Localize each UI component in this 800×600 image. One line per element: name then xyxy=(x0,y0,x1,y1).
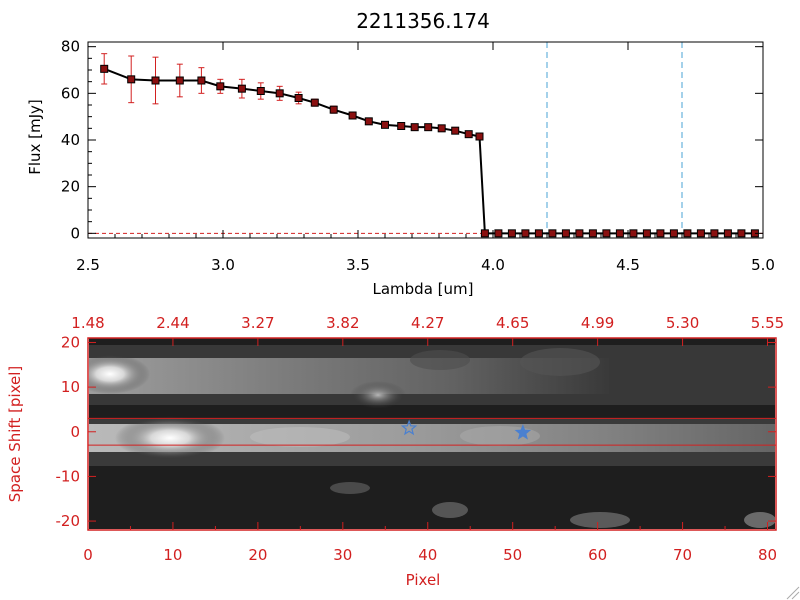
aperture-lines xyxy=(88,417,776,446)
top-tick-label: 4.99 xyxy=(581,314,614,332)
data-point xyxy=(561,229,570,238)
data-point xyxy=(197,76,206,85)
data-point xyxy=(451,126,460,135)
tick-group: 2.5 3.0 3.5 4.0 4.5 5.0 0 20 40 60 80 xyxy=(61,38,775,274)
data-point xyxy=(710,229,719,238)
star-marker xyxy=(514,424,532,440)
x-tick-label: 4.0 xyxy=(481,256,505,274)
data-point xyxy=(127,75,136,84)
spectrum-image-plot: 0 10 20 30 40 50 60 70 80 1.48 2.44 3.27 3.82 4.27 4.6… xyxy=(6,314,784,589)
top-tick-label: 5.30 xyxy=(666,314,699,332)
y-tick-label: 20 xyxy=(61,178,80,196)
data-point xyxy=(588,229,597,238)
data-point xyxy=(424,123,433,132)
marker-group xyxy=(100,64,759,238)
tick-group: 0 10 20 30 40 50 60 70 80 1.48 2.44 3.27 3.82 4.27 4.6… xyxy=(56,314,785,564)
y-tick-label: -20 xyxy=(56,512,81,530)
data-point xyxy=(521,229,530,238)
data-point xyxy=(656,229,665,238)
data-point xyxy=(216,82,225,91)
data-point xyxy=(575,229,584,238)
data-point xyxy=(329,105,338,114)
data-point xyxy=(615,229,624,238)
data-point xyxy=(410,123,419,132)
x-tick-label: 0 xyxy=(83,546,93,564)
vline-group xyxy=(88,42,763,238)
data-point xyxy=(480,229,489,238)
y-tick-label: 40 xyxy=(61,131,80,149)
spectrum-plot: 2211356.174 Flux [mJy] Lambda [um] 2.5 3.… xyxy=(26,9,775,298)
top-tick-label: 5.55 xyxy=(751,314,784,332)
y-tick-label: 0 xyxy=(70,224,80,242)
x-tick-label: 10 xyxy=(163,546,182,564)
data-point xyxy=(642,229,651,238)
data-point xyxy=(348,111,357,120)
data-point xyxy=(437,124,446,133)
x-tick-label: 50 xyxy=(503,546,522,564)
spectrum-image xyxy=(89,338,775,529)
top-tick-label: 3.82 xyxy=(326,314,359,332)
data-point xyxy=(534,229,543,238)
data-point xyxy=(494,229,503,238)
x-tick-label: 3.5 xyxy=(346,256,370,274)
image-frame xyxy=(87,337,777,531)
data-point xyxy=(602,229,611,238)
y-tick-label: 60 xyxy=(61,84,80,102)
object-markers xyxy=(400,419,532,440)
y-tick-label: 0 xyxy=(70,423,80,441)
data-point xyxy=(669,229,678,238)
star-marker xyxy=(400,419,418,436)
y-axis-label: Space Shift [pixel] xyxy=(6,366,24,503)
top-tick-label: 3.27 xyxy=(241,314,274,332)
data-point xyxy=(464,130,473,139)
y-tick-label: 20 xyxy=(61,333,80,351)
data-point xyxy=(475,132,484,141)
y-tick-label: -10 xyxy=(56,467,81,485)
y-tick-label: 80 xyxy=(61,38,80,56)
data-point xyxy=(397,122,406,130)
x-tick-label: 5.0 xyxy=(751,256,775,274)
top-tick-label: 4.65 xyxy=(496,314,529,332)
data-point xyxy=(364,117,373,126)
data-point xyxy=(507,229,516,238)
y-axis-label: Flux [mJy] xyxy=(26,99,44,175)
top-tick-label: 2.44 xyxy=(156,314,189,332)
x-tick-label: 3.0 xyxy=(211,256,235,274)
x-tick-label: 30 xyxy=(333,546,352,564)
data-point xyxy=(237,84,246,93)
x-tick-label: 80 xyxy=(758,546,777,564)
x-axis-label: Lambda [um] xyxy=(373,280,474,298)
data-point xyxy=(737,229,746,238)
x-tick-label: 4.5 xyxy=(616,256,640,274)
x-axis-label: Pixel xyxy=(406,571,441,589)
data-point xyxy=(629,229,638,238)
y-tick-label: 10 xyxy=(61,378,80,396)
top-tick-label: 4.27 xyxy=(411,314,444,332)
x-tick-label: 20 xyxy=(248,546,267,564)
data-point xyxy=(548,229,557,238)
chart-title: 2211356.174 xyxy=(356,9,490,33)
x-tick-label: 2.5 xyxy=(76,256,100,274)
data-point xyxy=(256,87,265,95)
top-tick-label: 1.48 xyxy=(71,314,104,332)
data-point xyxy=(294,94,303,102)
data-point xyxy=(310,98,319,107)
plot-frame xyxy=(87,41,764,239)
data-point xyxy=(723,229,732,238)
x-tick-label: 40 xyxy=(418,546,437,564)
x-tick-label: 60 xyxy=(588,546,607,564)
data-point xyxy=(275,89,284,98)
resize-grip[interactable] xyxy=(786,586,800,600)
x-tick-label: 70 xyxy=(673,546,692,564)
data-point xyxy=(381,120,389,129)
data-point xyxy=(683,229,692,238)
data-point xyxy=(100,64,109,73)
data-point xyxy=(175,76,184,85)
data-point xyxy=(696,229,705,238)
data-point xyxy=(151,76,160,85)
